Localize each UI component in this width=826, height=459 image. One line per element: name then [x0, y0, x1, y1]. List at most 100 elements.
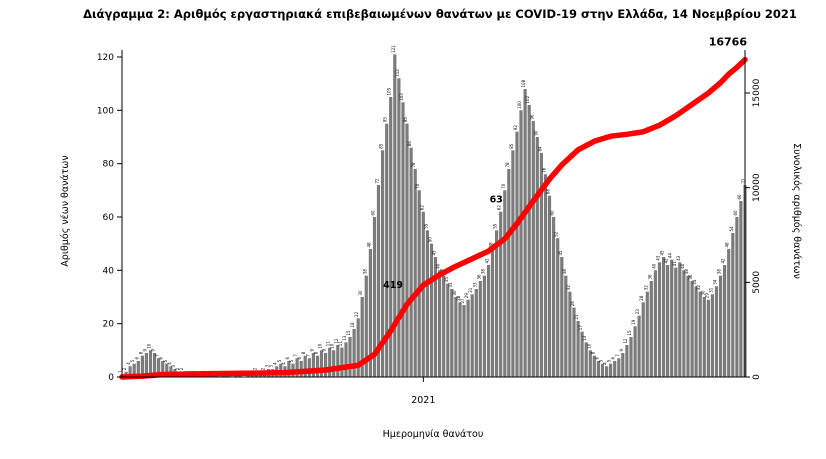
bar-value-label: 78 [505, 162, 510, 168]
bar [385, 123, 389, 377]
bar [625, 345, 629, 377]
bar-value-label: 38 [362, 269, 367, 275]
bar [613, 361, 617, 377]
bar [531, 121, 535, 377]
bar [503, 190, 507, 377]
bar-value-label: 2 [175, 367, 180, 370]
bar [360, 297, 364, 377]
bar [442, 275, 446, 377]
bar-value-label: 9 [322, 349, 327, 352]
bar-value-label: 60 [733, 210, 738, 216]
bar-value-label: 76 [542, 167, 547, 173]
bar-value-label: 3 [171, 365, 176, 368]
bar [421, 211, 425, 377]
bar-value-label: 95 [383, 117, 388, 123]
bar [438, 270, 442, 377]
bar [401, 102, 405, 378]
y-left-tick-label: 60 [103, 213, 115, 223]
bar-value-label: 4 [281, 362, 286, 365]
bar-value-label: 43 [676, 255, 681, 261]
bar-value-label: 95 [403, 117, 408, 123]
bar-value-label: 78 [411, 162, 416, 168]
bar [735, 217, 739, 377]
bar-value-label: 66 [737, 194, 742, 200]
bar [315, 355, 320, 377]
bar [564, 275, 568, 377]
bar-value-label: 86 [407, 141, 412, 147]
axes: 0 20 40 60 80 100 120 0 5000 10000 15000 2021 [97, 50, 762, 406]
bar [576, 321, 580, 377]
bar [552, 217, 556, 377]
bar-value-label: 44 [668, 253, 673, 259]
bar-value-label: 2 [179, 367, 184, 370]
bar-value-label: 10 [330, 343, 335, 349]
bar [356, 318, 360, 377]
bar [731, 233, 735, 377]
bar-value-label: 11 [338, 341, 343, 347]
bar-value-label: 27 [460, 298, 465, 304]
chart-title: Διάγραμμα 2: Αριθμός εργαστηριακά επιβεβ… [83, 7, 797, 21]
bar-value-label: 2 [261, 367, 266, 370]
bar [165, 363, 169, 377]
bar-value-label: 32 [696, 285, 701, 291]
bar-value-label: 29 [464, 293, 469, 299]
bar [148, 350, 153, 377]
bar-value-label: 10 [147, 343, 152, 349]
bar-value-label: 45 [660, 250, 665, 256]
bar-value-label: 68 [546, 189, 551, 195]
y-right-tick-label: 15000 [752, 78, 762, 107]
bar [739, 201, 743, 377]
bar [727, 249, 731, 377]
bar-value-label: 108 [521, 79, 526, 87]
bar-value-label: 48 [725, 242, 730, 248]
bar-value-label: 72 [375, 178, 380, 184]
bar [470, 294, 474, 377]
bar-value-label: 10 [586, 343, 591, 349]
y-left-tick-label: 120 [97, 53, 114, 63]
bar-value-label: 48 [489, 242, 494, 248]
bar [482, 275, 486, 377]
bar-value-label: 52 [554, 231, 559, 237]
bar-value-label: 30 [358, 290, 363, 296]
bar-value-label: 72 [741, 178, 746, 184]
x-axis-title: Ημερομηνία θανάτου [383, 429, 484, 440]
bar [649, 281, 653, 377]
bar [450, 289, 454, 377]
bar [495, 230, 499, 377]
y-left-tick-label: 80 [103, 160, 115, 170]
bar [547, 195, 552, 377]
bar-value-label: 36 [688, 274, 693, 280]
bar-value-label: 4 [273, 362, 278, 365]
bar [462, 305, 466, 377]
bar-value-label: 13 [342, 335, 347, 341]
bar [670, 259, 674, 377]
bar-value-label: 36 [476, 274, 481, 280]
y-left-tick-label: 0 [108, 373, 114, 383]
bar-value-label: 33 [472, 282, 477, 288]
bar [287, 361, 291, 377]
bar [328, 347, 332, 377]
bar-value-label: 30 [700, 290, 705, 296]
bar-value-label: 4 [603, 362, 608, 365]
bar [446, 283, 450, 377]
bar [324, 353, 328, 377]
bar-value-label: 102 [525, 95, 530, 103]
bar-value-label: 15 [627, 330, 632, 336]
bar-value-label: 121 [391, 45, 396, 53]
bar [389, 97, 393, 377]
bar-value-label: 40 [436, 263, 441, 269]
bar [698, 291, 702, 377]
bar [319, 350, 324, 377]
bar-value-label: 5 [163, 359, 168, 362]
bar [376, 185, 381, 377]
bar-value-label: 6 [285, 357, 290, 360]
bar [454, 297, 458, 377]
bar [372, 217, 377, 377]
bar [556, 238, 560, 377]
bar-value-label: 2 [252, 367, 257, 370]
bar-value-label: 19 [631, 319, 636, 325]
bar-value-label: 8 [590, 351, 595, 354]
bar [397, 78, 401, 378]
bar-value-label: 70 [415, 183, 420, 189]
bar-value-label: 103 [399, 93, 404, 101]
